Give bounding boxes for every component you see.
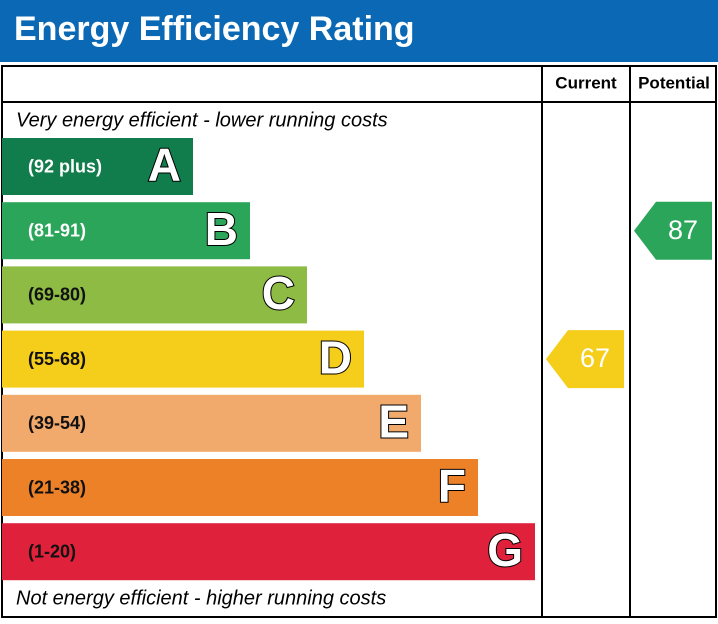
band-letter: F: [438, 460, 466, 512]
band-letter: C: [262, 267, 295, 319]
rating-value: 67: [580, 343, 610, 373]
band-bar: [2, 266, 307, 324]
band-range: (92 plus): [28, 156, 102, 176]
band-letter: D: [319, 331, 352, 383]
band-range: (69-80): [28, 285, 86, 305]
band-bar: [2, 394, 421, 452]
title-bar: [0, 0, 718, 62]
band-bar: [2, 330, 364, 388]
band-letter: B: [205, 203, 238, 255]
band-bar: [2, 459, 478, 516]
band-bar: [2, 202, 250, 260]
band-letter: G: [487, 524, 523, 576]
rating-arrow: [546, 330, 624, 389]
top-note: Very energy efficient - lower running co…: [16, 109, 388, 131]
potential-header: Potential: [638, 73, 710, 92]
rating-value: 87: [668, 215, 698, 245]
current-header: Current: [555, 73, 617, 92]
band-letter: A: [148, 139, 181, 191]
band-range: (39-54): [28, 413, 86, 433]
title: Energy Efficiency Rating: [14, 10, 415, 48]
bottom-note: Not energy efficient - higher running co…: [16, 587, 386, 609]
band-bar: [2, 523, 535, 581]
band-range: (81-91): [28, 220, 86, 240]
band-bar: [2, 138, 193, 195]
rating-arrow: [634, 201, 712, 260]
band-letter: E: [378, 395, 409, 447]
band-range: (1-20): [28, 541, 76, 561]
band-range: (55-68): [28, 349, 86, 369]
band-range: (21-38): [28, 477, 86, 497]
